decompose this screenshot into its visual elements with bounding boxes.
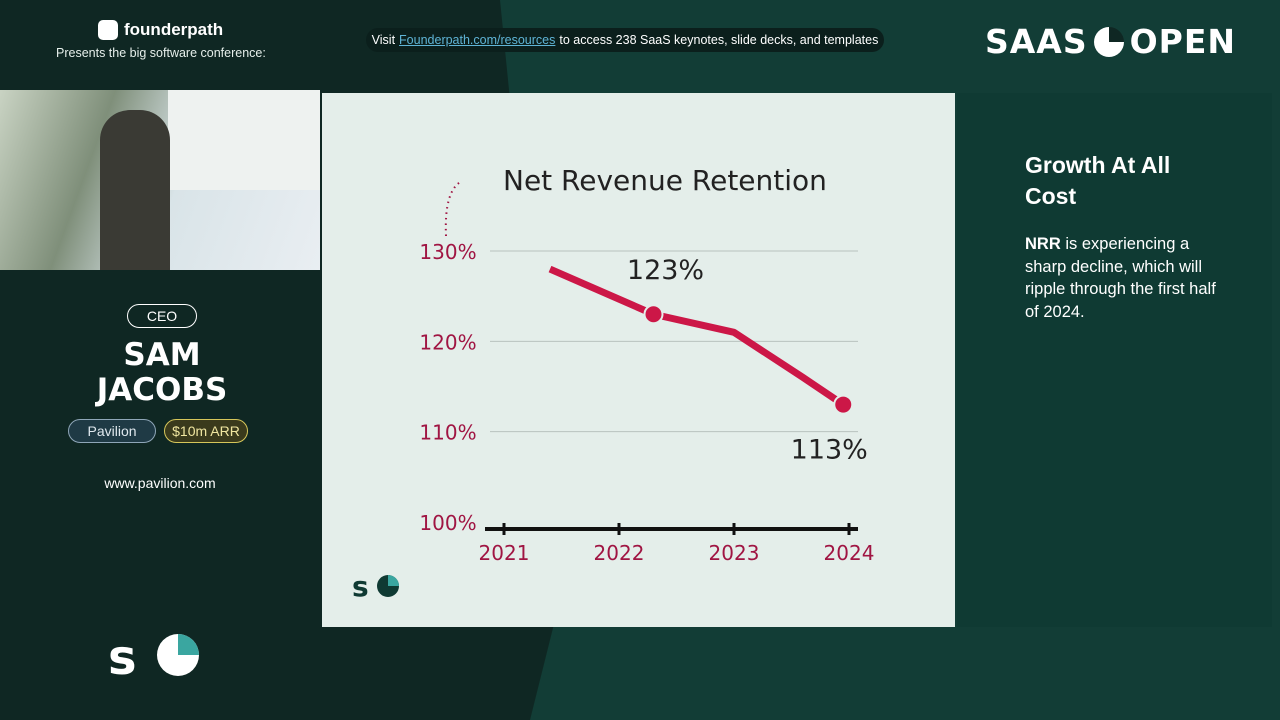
marker	[643, 304, 664, 325]
logo-left: SAAS	[985, 22, 1088, 61]
presents: Presents the big software conference:	[56, 46, 266, 60]
x-tick-label: 2022	[594, 541, 645, 565]
banner: Visit Founderpath.com/resources to acces…	[366, 28, 884, 52]
value-label: 113%	[791, 435, 868, 466]
y-tick-label: 120%	[419, 330, 476, 354]
website: www.pavilion.com	[104, 475, 216, 491]
slide-logo: s	[352, 570, 369, 603]
panel-text: NRR is experiencing a sharp decline, whi…	[1025, 233, 1225, 323]
panel-title: Growth At All Cost	[1025, 152, 1171, 209]
line	[548, 265, 846, 408]
brand-name: founderpath	[124, 20, 224, 39]
panel-body: is experiencing a sharp decline, which w…	[1025, 235, 1216, 321]
tag: Pavilion	[68, 419, 156, 443]
x-tick-label: 2021	[479, 541, 530, 565]
panel-bold: NRR	[1025, 235, 1061, 253]
name-line: JACOBS	[96, 372, 228, 408]
decoration	[444, 180, 463, 237]
x-tick-label: 2023	[709, 541, 760, 565]
side-panel	[957, 93, 1272, 627]
role: CEO	[127, 304, 197, 328]
so-logo: s	[108, 630, 199, 680]
speaker-name: SAM JACOBS	[60, 338, 264, 408]
name-line: SAM	[123, 337, 201, 373]
svg-text:s: s	[108, 630, 137, 680]
brand: founderpath	[98, 20, 223, 40]
banner-link[interactable]: Founderpath.com/resources	[399, 33, 556, 47]
marker	[833, 394, 854, 415]
logo: SAAS OPEN	[985, 22, 1236, 61]
logo-right: OPEN	[1129, 22, 1237, 61]
speaker-video	[0, 90, 320, 270]
chart-title: Net Revenue Retention	[503, 164, 827, 197]
x-tick-label: 2024	[824, 541, 875, 565]
y-tick-label: 100%	[419, 511, 476, 535]
y-tick-label: 130%	[419, 240, 476, 264]
slide	[322, 93, 955, 627]
banner-text: to access 238 SaaS keynotes, slide decks…	[559, 33, 879, 47]
y-tick-label: 110%	[419, 421, 476, 445]
tag: $10m ARR	[164, 419, 248, 443]
value-label: 123%	[627, 255, 704, 286]
banner-text: Visit	[371, 33, 396, 47]
